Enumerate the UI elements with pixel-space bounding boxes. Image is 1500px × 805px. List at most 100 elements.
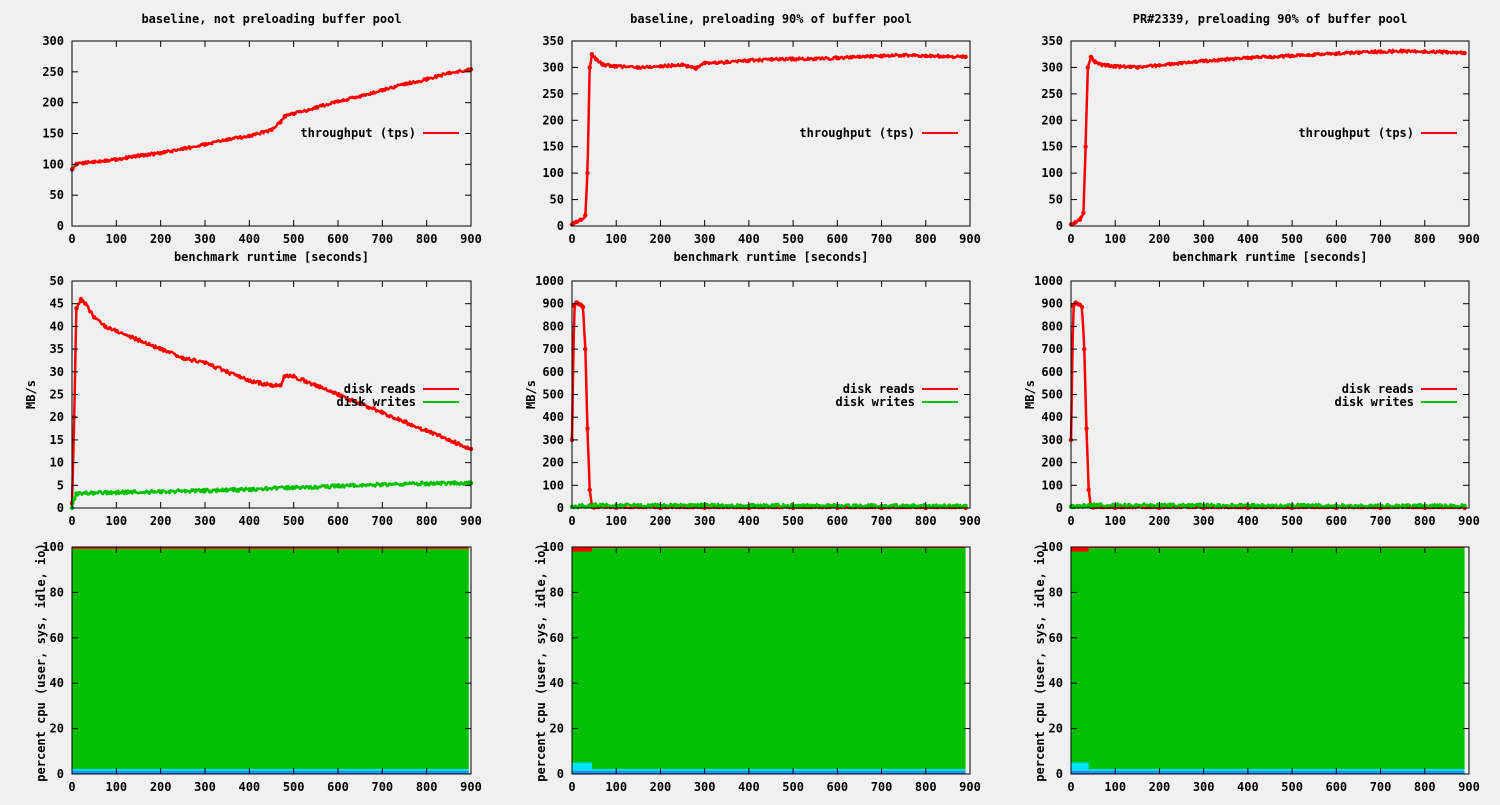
x-tick-label: 600	[826, 780, 848, 794]
legend-label: throughput (tps)	[799, 126, 915, 140]
x-tick-label: 100	[1104, 232, 1126, 246]
data-point	[578, 217, 584, 222]
x-tick-label: 0	[568, 232, 575, 246]
data-point	[1378, 49, 1383, 54]
x-tick-label: 800	[915, 780, 937, 794]
data-point	[1077, 503, 1083, 509]
data-point	[879, 53, 884, 58]
data-point	[1099, 62, 1105, 67]
cpu-band-user	[72, 547, 469, 549]
y-tick-label: 0	[57, 501, 64, 515]
data-point	[335, 99, 341, 104]
y-tick-label: 25	[50, 388, 64, 402]
data-point	[1356, 50, 1361, 55]
data-point	[945, 54, 951, 59]
data-point	[585, 170, 590, 176]
y-tick-label: 40	[50, 319, 64, 333]
data-point	[335, 392, 341, 397]
y-tick-label: 0	[557, 501, 564, 515]
data-point	[180, 146, 186, 152]
legend-label: disk reads	[344, 382, 416, 396]
data-point	[585, 426, 590, 431]
data-point	[74, 306, 79, 311]
y-tick-label: 20	[1049, 722, 1063, 736]
y-tick-label: 100	[1041, 166, 1063, 180]
data-point	[1462, 503, 1467, 509]
data-point	[1088, 54, 1094, 60]
data-point	[424, 481, 429, 486]
x-tick-label: 600	[1325, 232, 1347, 246]
data-point	[224, 137, 230, 142]
data-point	[291, 374, 296, 379]
cpu-user-spike	[1071, 547, 1089, 552]
data-point	[600, 62, 606, 67]
data-point	[636, 65, 641, 70]
data-point	[1201, 58, 1206, 64]
y-tick-label: 0	[1056, 767, 1063, 781]
data-point	[572, 303, 577, 309]
data-point	[1077, 217, 1083, 222]
data-point	[158, 346, 163, 352]
data-point	[114, 157, 119, 162]
cpu-band-io	[1071, 769, 1465, 771]
y-tick-label: 300	[542, 60, 564, 74]
x-axis-label: benchmark runtime [seconds]	[174, 250, 369, 264]
data-point	[591, 503, 597, 508]
series-line-throughput-tps-	[71, 67, 472, 172]
y-tick-label: 50	[550, 193, 564, 207]
y-tick-label: 350	[1041, 34, 1063, 48]
x-tick-label: 100	[105, 780, 127, 794]
x-tick-label: 200	[650, 514, 672, 528]
x-tick-label: 700	[1370, 780, 1392, 794]
data-point	[583, 213, 588, 218]
y-tick-label: 100	[1041, 540, 1063, 554]
data-point	[224, 369, 230, 374]
cpu-band-idle	[72, 770, 469, 774]
data-point	[1081, 210, 1086, 215]
x-tick-label: 0	[68, 232, 75, 246]
y-tick-label: 50	[50, 188, 64, 202]
data-point	[136, 153, 141, 158]
data-point	[1135, 65, 1140, 70]
cpu-band-idle	[1071, 770, 1465, 774]
data-point	[278, 383, 283, 388]
y-tick-label: 200	[42, 96, 64, 110]
y-tick-label: 200	[542, 456, 564, 470]
x-tick-label: 700	[871, 514, 893, 528]
y-axis-label: percent cpu (user, sys, idle, io)	[1033, 543, 1047, 781]
y-tick-label: 50	[50, 274, 64, 288]
plot-frame	[571, 546, 971, 775]
y-tick-label: 80	[50, 585, 64, 599]
y-tick-label: 300	[1041, 60, 1063, 74]
x-tick-label: 300	[194, 514, 216, 528]
data-point	[857, 54, 862, 60]
series-line-disk-writes	[1070, 502, 1465, 510]
cpu-band-sys	[572, 548, 966, 770]
x-tick-label: 900	[959, 780, 981, 794]
x-tick-label: 500	[283, 232, 305, 246]
data-point	[1090, 503, 1096, 508]
x-tick-label: 600	[826, 514, 848, 528]
data-point	[313, 383, 319, 388]
data-point	[74, 491, 79, 496]
legend-label: disk reads	[843, 382, 915, 396]
data-point	[313, 105, 319, 110]
y-tick-label: 0	[1056, 219, 1063, 233]
data-point	[1079, 304, 1085, 310]
x-tick-label: 100	[1104, 780, 1126, 794]
x-tick-label: 300	[194, 780, 216, 794]
data-point	[72, 496, 77, 502]
y-tick-label: 60	[550, 631, 564, 645]
data-point	[574, 219, 579, 224]
data-point	[103, 158, 108, 163]
x-tick-label: 400	[1237, 232, 1259, 246]
data-point	[1267, 54, 1273, 60]
x-tick-label: 100	[105, 514, 127, 528]
cpu-band-io	[72, 769, 469, 771]
data-point	[1245, 55, 1251, 61]
cpu-io-spike	[572, 762, 592, 771]
data-point	[1444, 49, 1450, 55]
data-point	[1073, 220, 1078, 225]
x-tick-label: 800	[1414, 514, 1436, 528]
data-point	[1462, 50, 1467, 56]
